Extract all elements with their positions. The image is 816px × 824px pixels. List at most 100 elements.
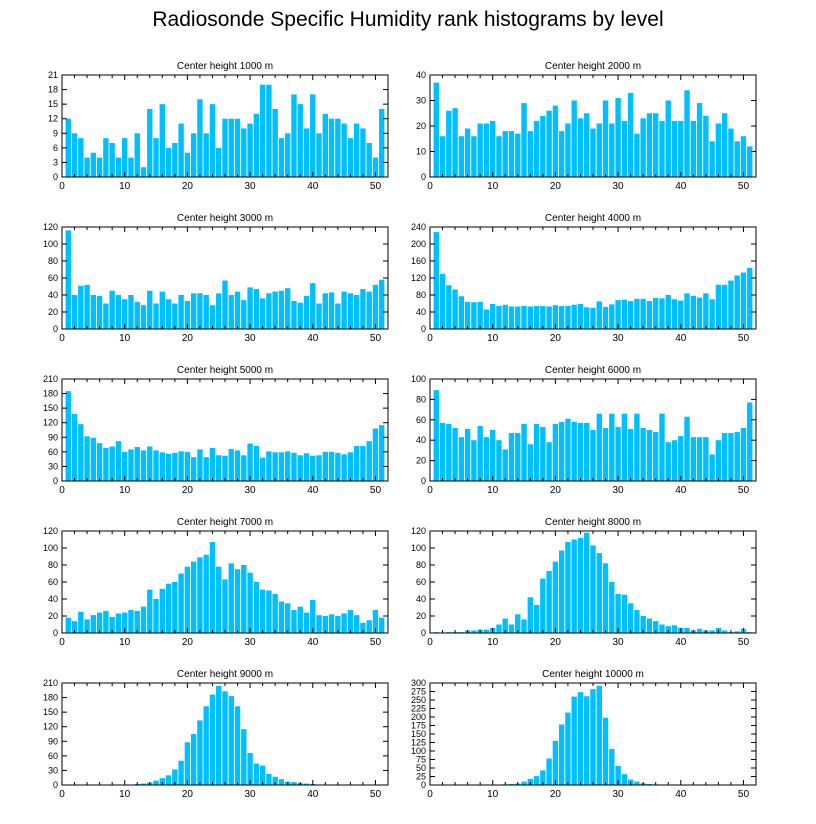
histogram-bar <box>285 603 291 633</box>
histogram-bar <box>379 425 385 481</box>
histogram-bar <box>316 303 322 329</box>
histogram-bar <box>278 290 285 329</box>
histogram-bar <box>71 621 78 633</box>
y-tick-label: 20 <box>48 611 58 621</box>
y-tick-label: 120 <box>43 418 58 428</box>
y-tick-label: 0 <box>53 476 58 486</box>
histogram-bar <box>278 601 285 633</box>
histogram-bar <box>709 630 715 633</box>
histogram-bar <box>565 418 571 481</box>
y-tick-label: 10 <box>416 147 426 157</box>
x-tick-label: 0 <box>59 789 65 800</box>
histogram-bar <box>90 295 97 329</box>
histogram-bar <box>297 104 303 177</box>
x-tick-label: 0 <box>59 333 65 344</box>
histogram-bar <box>228 118 234 177</box>
histogram-bar <box>565 123 571 177</box>
y-tick-label: 30 <box>48 765 58 775</box>
histogram-bar <box>109 290 115 329</box>
y-tick-label: 120 <box>411 273 426 283</box>
histogram-bar <box>197 293 203 329</box>
histogram-bar <box>471 302 477 329</box>
histogram-bar <box>234 291 241 329</box>
x-tick-label: 50 <box>738 789 750 800</box>
x-tick-label: 0 <box>59 181 65 192</box>
x-tick-label: 10 <box>119 181 131 192</box>
histogram-bar <box>596 301 602 330</box>
histogram-bar <box>328 614 335 633</box>
histogram-bar <box>483 629 490 633</box>
histogram-bar <box>721 630 728 633</box>
histogram-bar <box>609 748 615 785</box>
histogram-bar <box>259 84 266 177</box>
x-tick-label: 40 <box>307 789 319 800</box>
histogram-bar <box>115 295 122 329</box>
histogram-bar <box>571 100 577 177</box>
histogram-bar <box>665 295 671 329</box>
histogram-bar <box>109 446 115 481</box>
histogram-panel: Center height 8000 m 0 10 20 30 40 50 0 20 40 60 80… <box>411 517 757 648</box>
x-tick-label: 40 <box>307 485 319 496</box>
y-tick-label: 80 <box>416 394 426 404</box>
x-tick-label: 30 <box>613 333 625 344</box>
histogram-bar <box>316 133 322 177</box>
x-tick-label: 50 <box>738 333 750 344</box>
y-tick-label: 40 <box>48 290 58 300</box>
histogram-bar <box>533 776 540 785</box>
histogram-bar <box>134 447 140 481</box>
histogram-bar <box>278 452 285 481</box>
histogram-bar <box>728 128 734 177</box>
histogram-bar <box>590 545 596 633</box>
y-tick-label: 9 <box>53 128 58 138</box>
panel-title: Center height 6000 m <box>545 365 641 376</box>
histogram-bar <box>602 427 609 481</box>
histogram-panel: Center height 10000 m0 10 20 30 40 5002550751… <box>411 669 757 800</box>
histogram-bar <box>222 455 228 481</box>
histogram-bar <box>546 110 552 177</box>
histogram-bar <box>228 696 234 785</box>
panel-title: Center height 2000 m <box>545 61 641 72</box>
histogram-bar <box>241 128 247 177</box>
histogram-bar <box>584 696 590 785</box>
histogram-bar <box>247 123 253 177</box>
y-tick-label: 20 <box>416 121 426 131</box>
histogram-bar <box>621 413 628 481</box>
histogram-bar <box>372 284 379 329</box>
histogram-bar <box>740 272 747 329</box>
histogram-bar <box>266 773 272 785</box>
histogram-bar <box>747 402 753 481</box>
histogram-bar <box>122 138 128 177</box>
histogram-bar <box>291 782 297 785</box>
histogram-bar <box>65 617 71 633</box>
y-tick-label: 21 <box>48 70 58 80</box>
histogram-bar <box>646 783 653 785</box>
histogram-bar <box>640 427 646 481</box>
histogram-bar <box>71 413 78 481</box>
y-tick-label: 0 <box>53 628 58 638</box>
histogram-bar <box>140 167 147 177</box>
histogram-bar <box>241 729 247 785</box>
x-tick-label: 10 <box>487 181 499 192</box>
histogram-bar <box>527 778 533 785</box>
y-tick-label: 18 <box>48 85 58 95</box>
histogram-bar <box>65 391 71 481</box>
histogram-bar <box>609 304 615 329</box>
histogram-panel: Center height 6000 m 0 10 20 30 40 50 0 20 40 60 80… <box>411 365 757 496</box>
histogram-bar <box>546 442 552 481</box>
histogram-bar <box>65 230 71 329</box>
histogram-bar <box>203 133 209 177</box>
histogram-bar <box>372 610 379 633</box>
histogram-bar <box>216 455 222 481</box>
histogram-bar <box>103 610 109 633</box>
y-tick-label: 40 <box>416 594 426 604</box>
y-tick-label: 0 <box>53 780 58 790</box>
histogram-bar <box>571 539 577 633</box>
histogram-bar <box>372 157 379 177</box>
histogram-bar <box>515 133 521 177</box>
histogram-bar <box>734 141 740 177</box>
histogram-bar <box>471 136 477 177</box>
histogram-bar <box>335 118 341 177</box>
histogram-bar <box>615 765 621 785</box>
x-tick-label: 0 <box>59 485 65 496</box>
x-tick-label: 30 <box>245 789 257 800</box>
